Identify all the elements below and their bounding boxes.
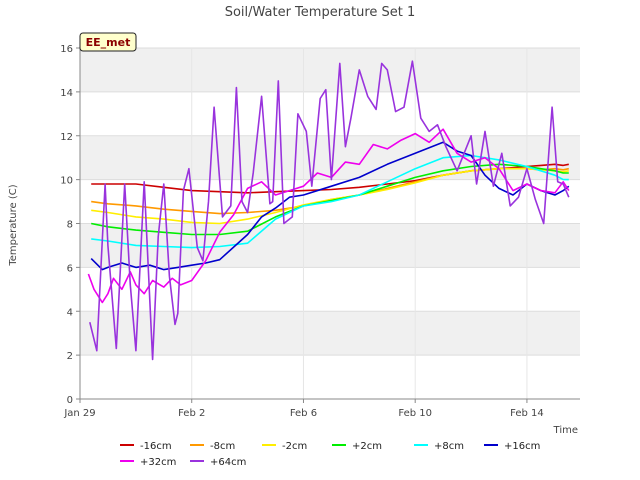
x-tick-label: Feb 6 [290, 408, 317, 419]
y-tick-label: 12 [60, 132, 73, 143]
y-axis-label: Temperature (C) [8, 184, 19, 266]
axes: 0 2 4 6 8 10 12 14 16 Jan 29 Feb 2 Feb 6 Feb 10 Feb 1… [60, 44, 580, 419]
plot-band [80, 223, 580, 268]
site-label: EE_met [86, 36, 131, 49]
y-tick-label: 14 [60, 88, 73, 99]
site-label-box: EE_met [79, 32, 137, 52]
x-tick-label: Feb 2 [178, 408, 205, 419]
legend-item: -16cm [120, 441, 172, 452]
y-tick-label: 0 [67, 395, 73, 406]
legend-item: +32cm [120, 457, 176, 468]
chart-title: Soil/Water Temperature Set 1 [225, 5, 416, 20]
legend-label: +2cm [352, 441, 382, 452]
legend-item: +8cm [414, 441, 464, 452]
y-tick-label: 6 [67, 263, 73, 274]
x-tick-label: Feb 10 [398, 408, 432, 419]
legend-label: -2cm [282, 441, 307, 452]
x-tick-label: Jan 29 [63, 408, 95, 419]
series-line-+64cm [89, 60, 570, 361]
legend-label: +32cm [140, 457, 176, 468]
series-line-+32cm [87, 128, 570, 304]
series-line-+8cm [91, 154, 569, 249]
legend-label: +8cm [434, 441, 464, 452]
legend-item: +2cm [332, 441, 382, 452]
legend-label: -16cm [140, 441, 172, 452]
legend-item: +16cm [484, 441, 540, 452]
y-tick-label: 16 [60, 44, 73, 55]
y-tick-label: 2 [67, 351, 73, 362]
plot-band [80, 311, 580, 356]
x-tick-label: Feb 14 [510, 408, 544, 419]
series-line-+16cm [90, 141, 570, 271]
y-tick-label: 8 [67, 220, 73, 231]
y-tick-label: 4 [67, 307, 73, 318]
y-tick-label: 10 [60, 176, 73, 187]
legend: -16cm -8cm -2cm +2cm +8cm +16cm +32cm +64cm [120, 441, 540, 468]
legend-item: -8cm [190, 441, 235, 452]
series-line--16cm [91, 163, 569, 194]
legend-label: -8cm [210, 441, 235, 452]
legend-item: -2cm [262, 441, 307, 452]
legend-label: +64cm [210, 457, 246, 468]
x-axis-label: Time [553, 425, 578, 436]
legend-item: +64cm [190, 457, 246, 468]
series-layer [87, 60, 570, 361]
legend-label: +16cm [504, 441, 540, 452]
plot-band [80, 48, 580, 92]
